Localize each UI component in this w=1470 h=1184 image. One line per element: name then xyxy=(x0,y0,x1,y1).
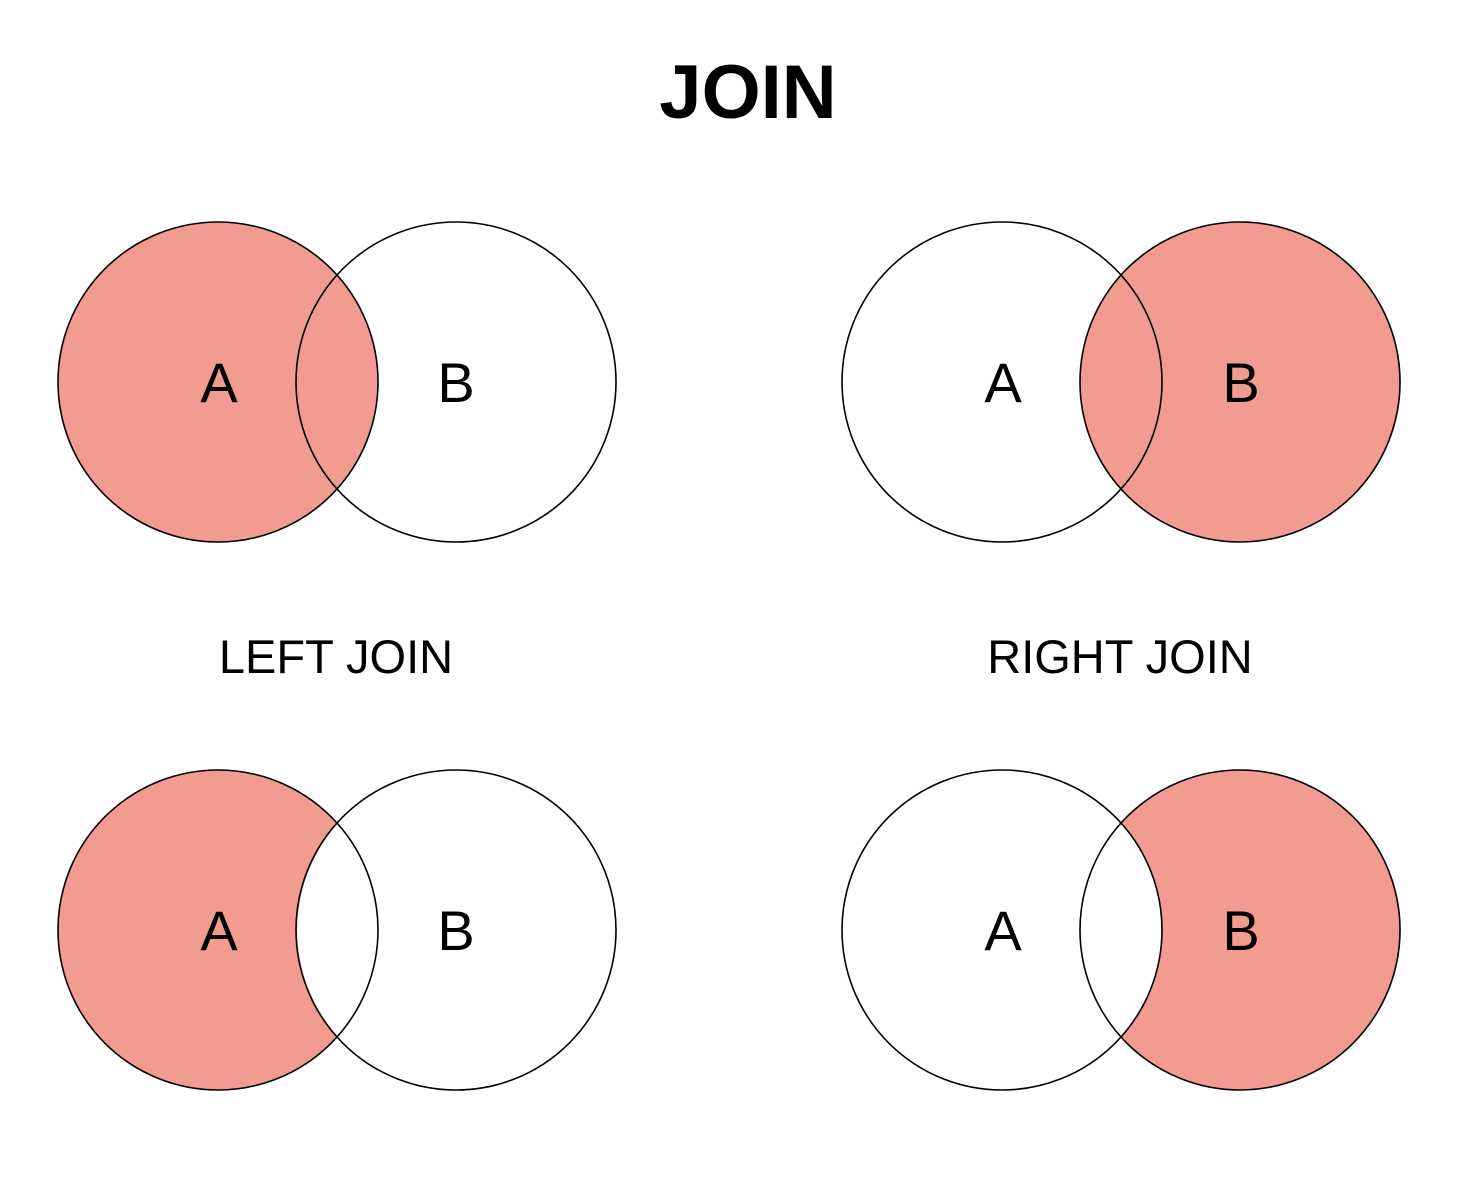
left-only-region xyxy=(58,222,338,542)
figure-title: JOIN xyxy=(659,50,836,135)
set-b-circle xyxy=(1079,769,1401,1091)
left-only-region xyxy=(58,769,338,1090)
set-a-circle xyxy=(57,221,379,543)
set-b-label: B xyxy=(1222,351,1259,414)
set-a-circle xyxy=(57,769,379,1091)
set-b-label: B xyxy=(437,899,474,962)
caption-left-join: LEFT JOIN xyxy=(219,630,453,683)
venn-diagram-bottom-right: A B xyxy=(841,769,1401,1091)
set-b-circle xyxy=(1079,221,1401,543)
set-a-label: A xyxy=(984,899,1022,962)
caption-right-join: RIGHT JOIN xyxy=(987,630,1252,683)
venn-diagram-top-left: A B xyxy=(57,221,617,543)
set-b-label: B xyxy=(437,351,474,414)
set-a-label: A xyxy=(200,351,238,414)
venn-diagram-bottom-left: A B xyxy=(57,769,617,1091)
set-a-circle xyxy=(841,221,1163,543)
right-only-region xyxy=(1121,222,1401,542)
right-only-region xyxy=(1121,770,1401,1090)
venn-diagram-top-right: A B xyxy=(841,221,1401,543)
set-b-label: B xyxy=(1222,899,1259,962)
set-a-circle xyxy=(841,769,1163,1091)
set-a-label: A xyxy=(200,899,238,962)
set-b-circle xyxy=(295,769,617,1091)
set-b-circle xyxy=(295,221,617,543)
set-a-label: A xyxy=(984,351,1022,414)
